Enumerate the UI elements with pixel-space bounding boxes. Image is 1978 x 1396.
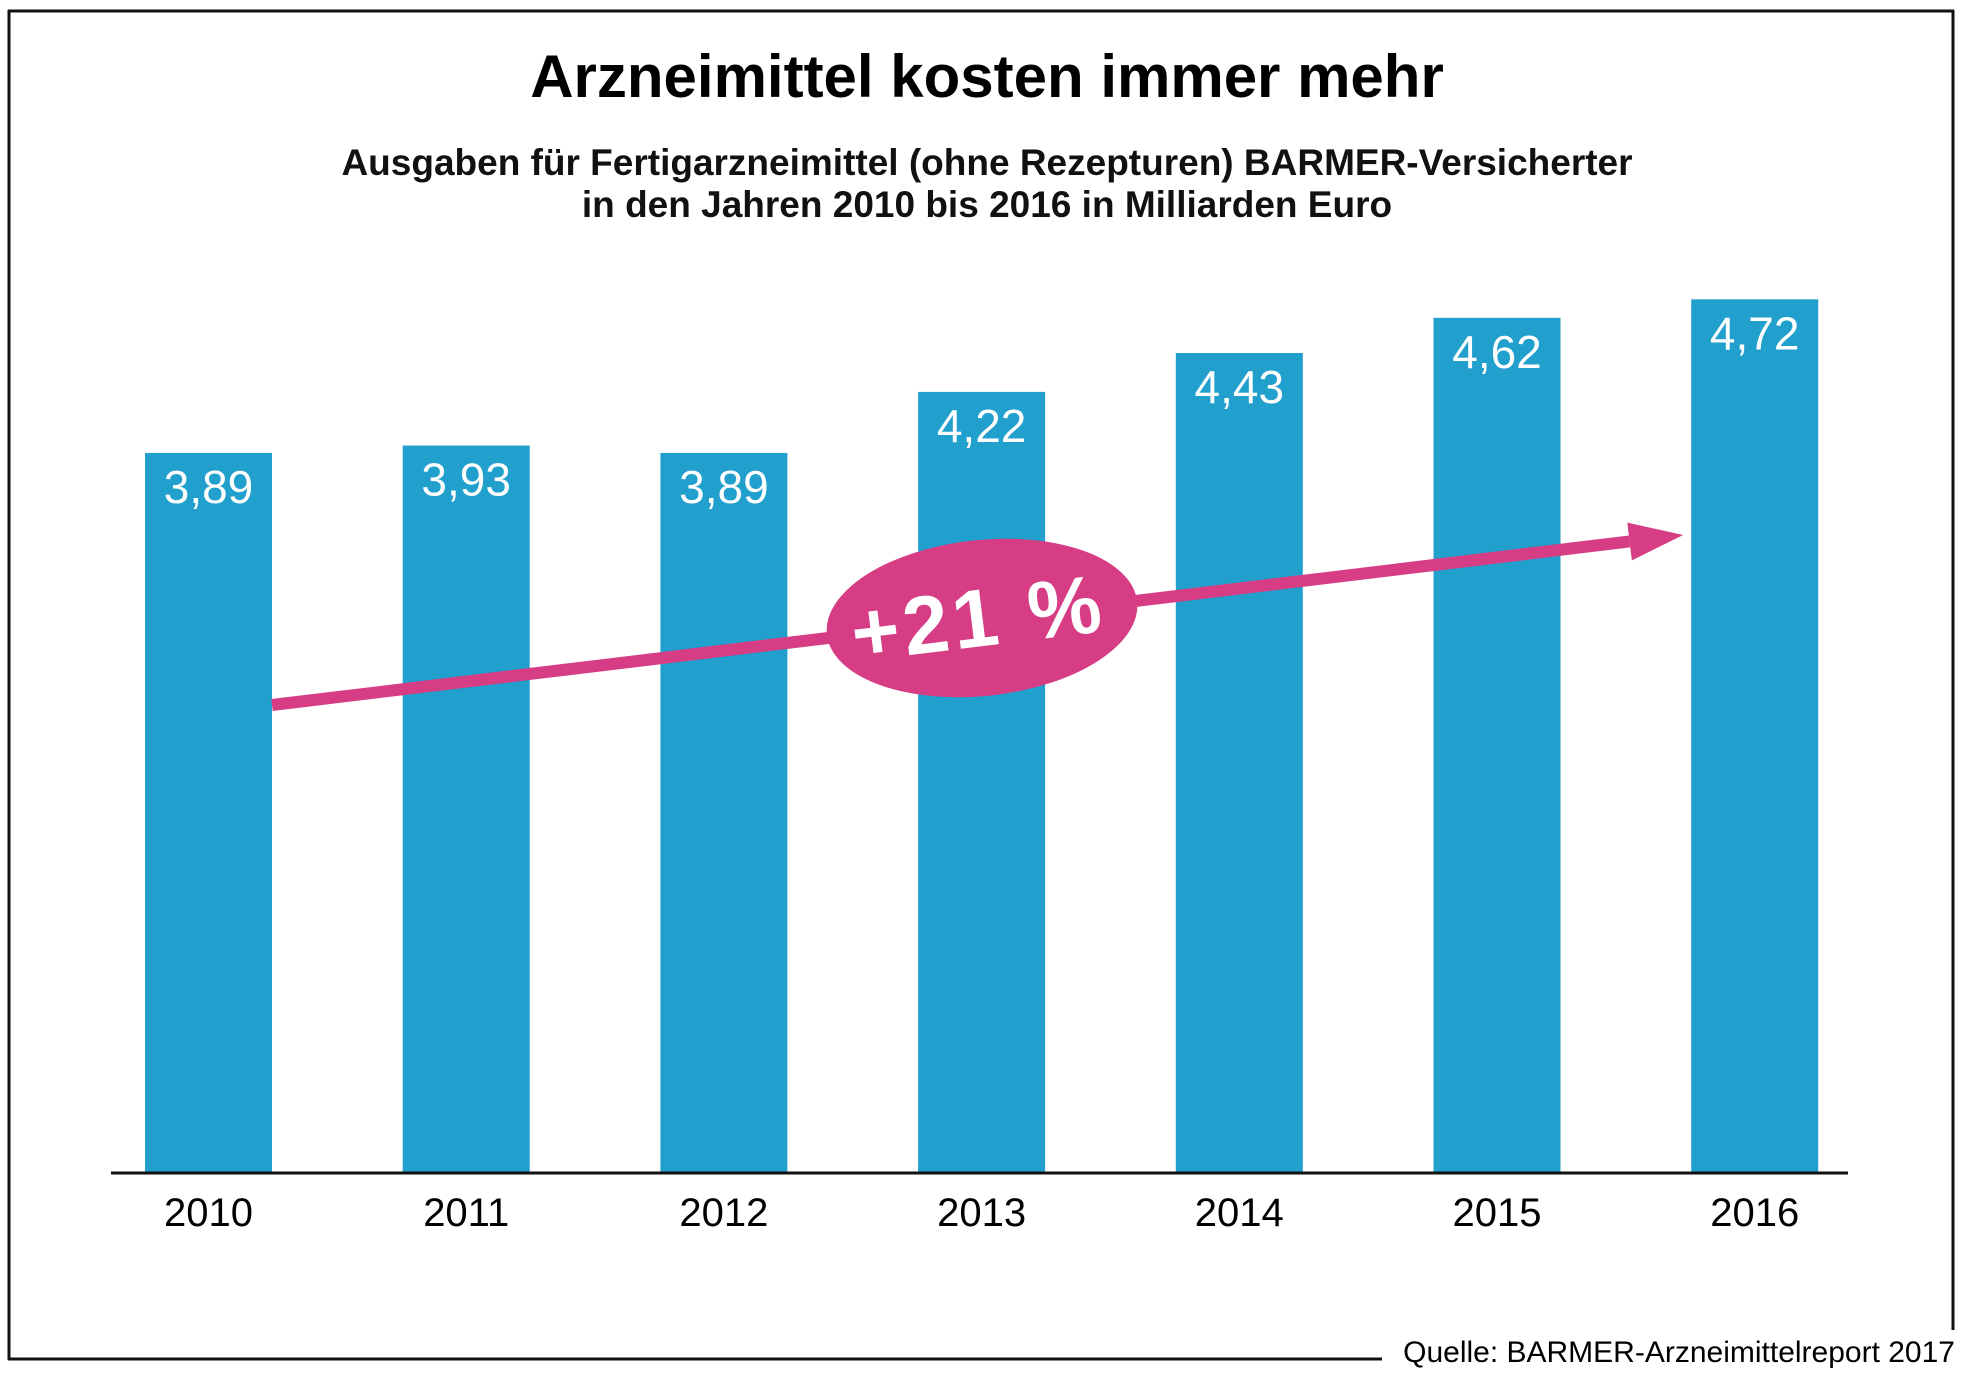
x-tick-label-2013: 2013 bbox=[937, 1191, 1026, 1235]
bars-layer: 3,89 3,93 3,89 4,22 4,43 4,62 4,72 bbox=[145, 299, 1819, 1174]
bar-2016 bbox=[1691, 299, 1819, 1173]
bar-2010 bbox=[145, 452, 272, 1173]
value-label-2015: 4,62 bbox=[1452, 326, 1542, 378]
bar-2012 bbox=[660, 452, 788, 1173]
x-tick-label-2011: 2011 bbox=[423, 1191, 509, 1235]
x-tick-labels: 2010 2011 2012 2013 2014 2015 2016 bbox=[164, 1191, 1799, 1235]
bar-2014 bbox=[1175, 353, 1303, 1174]
value-label-2013: 4,22 bbox=[937, 400, 1027, 452]
source-note: Quelle: BARMER-Arzneimittelreport 2017 bbox=[1403, 1336, 1955, 1369]
chart-frame bbox=[7, 9, 1955, 1361]
bar-2011 bbox=[402, 445, 530, 1173]
chart-subtitle-line-1: Ausgaben für Fertigarzneimittel (ohne Re… bbox=[341, 142, 1632, 183]
trend-arrow-head bbox=[1627, 522, 1684, 561]
value-label-2010: 3,89 bbox=[164, 461, 254, 513]
value-label-2011: 3,93 bbox=[421, 454, 511, 506]
growth-badge bbox=[826, 538, 1138, 698]
x-tick-label-2016: 2016 bbox=[1710, 1191, 1799, 1235]
x-tick-label-2010: 2010 bbox=[164, 1191, 253, 1235]
bar-2013 bbox=[918, 391, 1046, 1173]
value-label-2014: 4,43 bbox=[1195, 361, 1285, 413]
trend-annotation: +21 % bbox=[271, 522, 1684, 711]
x-tick-label-2014: 2014 bbox=[1195, 1191, 1284, 1235]
value-label-2012: 3,89 bbox=[679, 461, 769, 513]
chart-subtitle-line-2: in den Jahren 2010 bis 2016 in Milliarde… bbox=[582, 184, 1392, 225]
x-tick-label-2012: 2012 bbox=[679, 1191, 768, 1235]
bar-2015 bbox=[1433, 317, 1561, 1173]
chart-title: Arzneimittel kosten immer mehr bbox=[530, 43, 1444, 110]
value-label-2016: 4,72 bbox=[1710, 307, 1800, 359]
x-tick-label-2015: 2015 bbox=[1453, 1191, 1542, 1235]
